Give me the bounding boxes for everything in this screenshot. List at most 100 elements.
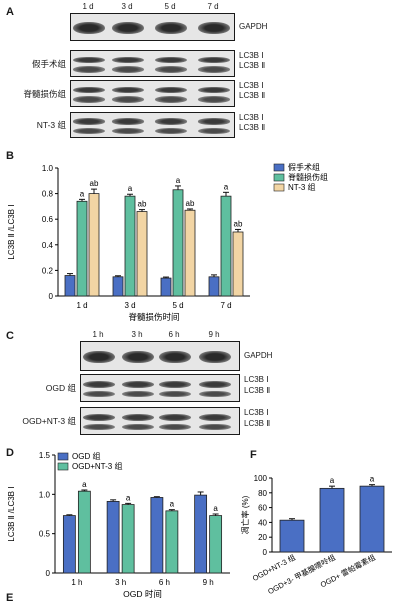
blot-marker-label: GAPDH xyxy=(244,351,273,360)
blot-marker-label: LC3B Ⅰ xyxy=(244,375,269,385)
x-axis-label: OGD 时间 xyxy=(123,589,162,599)
blot-band xyxy=(159,380,191,388)
blot-strip xyxy=(80,341,240,371)
legend-label: OGD+NT-3 组 xyxy=(72,461,122,471)
y-tick-label: 0.2 xyxy=(42,266,54,275)
bar xyxy=(359,485,385,553)
bar xyxy=(124,195,136,297)
blot-band xyxy=(155,118,187,125)
lane-label: 9 h xyxy=(208,330,220,339)
lane-label: 1 h xyxy=(92,330,104,339)
lane-label: 1 d xyxy=(82,2,94,11)
x-tick-label: 6 h xyxy=(159,578,170,587)
x-tick-label: 5 d xyxy=(172,301,183,310)
blot-band xyxy=(198,86,230,94)
legend-swatch xyxy=(57,462,69,471)
bar xyxy=(64,275,76,297)
blot-band xyxy=(112,86,144,94)
blot-band xyxy=(198,96,230,103)
significance-label: a xyxy=(82,480,87,489)
blot-group-label: 脊髓损伤组 xyxy=(23,88,66,99)
blot-band xyxy=(83,413,115,421)
legend-swatch xyxy=(57,452,69,461)
y-tick-label: 0 xyxy=(46,569,51,578)
blot-band xyxy=(83,390,115,398)
bar xyxy=(88,193,100,297)
bar xyxy=(106,501,120,574)
blot-band xyxy=(199,423,231,431)
blot-band xyxy=(122,423,154,431)
legend-swatch xyxy=(273,173,285,182)
blot-marker-label: LC3B Ⅱ xyxy=(239,61,266,71)
lane-label: 3 h xyxy=(131,330,143,339)
blot-band xyxy=(112,127,144,134)
x-axis-label: 脊髓损伤时间 xyxy=(128,312,179,322)
blot-band xyxy=(155,96,187,103)
bar xyxy=(76,200,88,297)
blot-band xyxy=(112,56,144,64)
significance-label: a xyxy=(224,182,229,191)
panel-E-letter: E xyxy=(6,592,14,604)
blot-band xyxy=(73,66,105,73)
y-tick-label: 1.5 xyxy=(39,451,51,460)
significance-label: ab xyxy=(138,200,147,209)
bar xyxy=(208,276,220,297)
significance-label: a xyxy=(370,475,375,484)
significance-label: ab xyxy=(234,219,243,228)
bar xyxy=(136,211,148,297)
bar xyxy=(150,497,164,574)
y-tick-label: 40 xyxy=(258,518,267,527)
blot-band xyxy=(122,390,154,398)
bar xyxy=(319,487,345,553)
legend-label: NT-3 组 xyxy=(288,182,316,192)
lane-label: 3 d xyxy=(121,2,133,11)
bar xyxy=(279,519,305,553)
x-tick-label: 7 d xyxy=(220,301,231,310)
y-axis-label: LC3B Ⅱ /LC3B Ⅰ xyxy=(7,486,16,541)
blot-group-label: NT-3 组 xyxy=(36,120,66,130)
y-axis-label: 凋亡率 (%) xyxy=(240,495,250,534)
legend-label: 假手术组 xyxy=(288,162,320,172)
blot-marker-label: LC3B Ⅰ xyxy=(239,112,264,122)
lane-label: 5 d xyxy=(164,2,176,11)
y-tick-label: 60 xyxy=(258,504,267,513)
blot-band xyxy=(73,127,105,134)
blot-band xyxy=(73,118,105,125)
blot-marker-label: LC3B Ⅰ xyxy=(244,408,269,418)
bar xyxy=(220,195,232,297)
blot-strip xyxy=(80,407,240,435)
blot-band xyxy=(199,390,231,398)
y-tick-label: 100 xyxy=(254,474,268,483)
blot-marker-label: LC3B Ⅱ xyxy=(244,385,271,395)
blot-band xyxy=(155,66,187,73)
significance-label: a xyxy=(213,504,218,513)
blot-group-label: 假手术组 xyxy=(31,58,66,69)
blot-band xyxy=(199,350,231,364)
bar xyxy=(77,490,91,574)
blot-band xyxy=(199,413,231,421)
blot-band xyxy=(73,22,105,34)
blot-band xyxy=(122,350,154,364)
bar xyxy=(165,510,179,574)
y-tick-label: 20 xyxy=(258,533,267,542)
y-tick-label: 0 xyxy=(263,548,268,557)
blot-group-label: OGD 组 xyxy=(45,383,76,393)
significance-label: a xyxy=(128,184,133,193)
blot-band xyxy=(112,118,144,125)
blot-marker-label: LC3B Ⅱ xyxy=(244,418,271,428)
blot-band xyxy=(112,66,144,73)
y-tick-label: 80 xyxy=(258,489,267,498)
legend-swatch xyxy=(273,183,285,192)
blot-band xyxy=(199,380,231,388)
blot-band xyxy=(198,127,230,134)
x-tick-label: 1 d xyxy=(76,301,87,310)
y-tick-label: 0.4 xyxy=(42,241,54,250)
y-axis-label: LC3B Ⅱ /LC3B Ⅰ xyxy=(7,204,16,259)
blot-band xyxy=(198,22,230,34)
y-tick-label: 0.5 xyxy=(39,530,51,539)
y-tick-label: 1.0 xyxy=(39,490,51,499)
panel-D-chart: 0 0.5 1.0 1.5 LC3B Ⅱ /LC3B Ⅰ a 1 h a 3 h a 6 h a 9 h… xyxy=(7,451,230,599)
x-tick-label: 1 h xyxy=(71,578,82,587)
significance-label: a xyxy=(170,500,175,509)
bar xyxy=(121,504,135,574)
